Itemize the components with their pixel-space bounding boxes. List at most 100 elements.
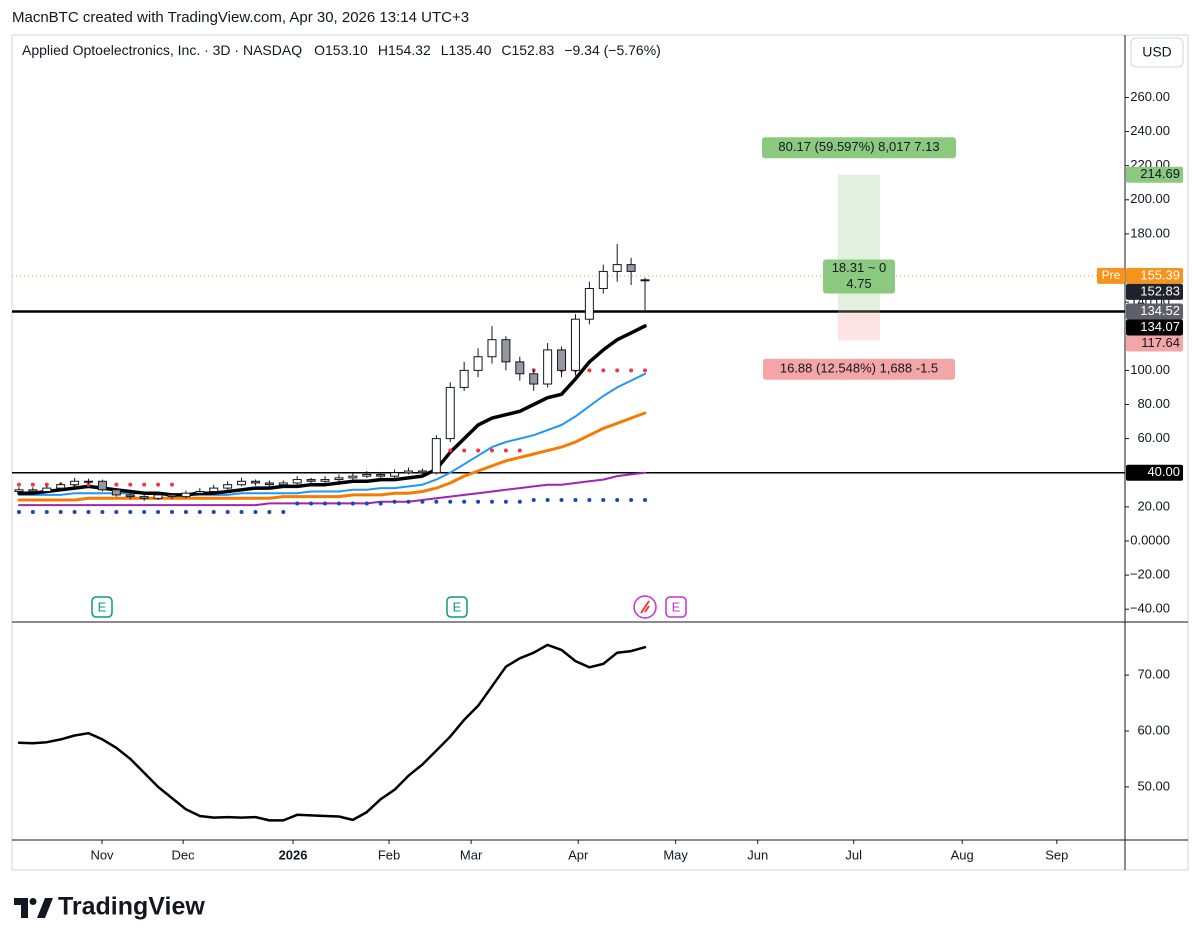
candle-body bbox=[598, 270, 608, 289]
candle-body bbox=[237, 480, 247, 486]
y-tick-label: 260.00 bbox=[1130, 89, 1170, 104]
price-label-bg bbox=[1126, 303, 1183, 320]
candle-body bbox=[640, 279, 650, 282]
attribution: MacnBTC created with TradingView.com, Ap… bbox=[12, 9, 469, 26]
y-tick-label: 60.00 bbox=[1137, 430, 1170, 445]
indicator-dot bbox=[448, 448, 453, 453]
candle-body bbox=[626, 264, 636, 272]
candle-body bbox=[56, 484, 66, 489]
x-tick-label: May bbox=[663, 847, 688, 862]
indicator-dot bbox=[448, 499, 453, 504]
currency-button[interactable] bbox=[1130, 37, 1184, 68]
indicator-dot bbox=[58, 509, 63, 514]
indicator-dot bbox=[350, 501, 355, 506]
currency[interactable]: USD bbox=[1142, 44, 1172, 60]
candle-body bbox=[431, 438, 441, 474]
candle-body bbox=[362, 473, 372, 477]
price-label: 155.39 bbox=[1140, 267, 1180, 282]
candle-body bbox=[584, 287, 594, 320]
indicator-dot bbox=[503, 499, 508, 504]
price-label: 214.69 bbox=[1140, 166, 1180, 181]
ohlc-value: O153.10 bbox=[314, 42, 368, 58]
x-tick-label: Sep bbox=[1045, 847, 1068, 862]
y-tick-label: 20.00 bbox=[1137, 498, 1170, 513]
event-label: E bbox=[98, 599, 107, 614]
x-tick-label: Nov bbox=[90, 847, 114, 862]
candle-body bbox=[390, 472, 400, 477]
candle-body bbox=[473, 356, 483, 371]
y-tick-label: 50.00 bbox=[1137, 778, 1170, 793]
indicator-pane bbox=[17, 643, 647, 822]
indicator-dot bbox=[156, 509, 161, 514]
x-tick-label: Feb bbox=[378, 847, 400, 862]
price-label-bg bbox=[1126, 335, 1183, 352]
candle-body bbox=[570, 318, 580, 371]
entry-label: 4.75 bbox=[846, 276, 871, 291]
candle-body bbox=[487, 339, 497, 358]
indicator-dot bbox=[503, 448, 508, 453]
indicator-dot bbox=[476, 499, 481, 504]
indicator-dot bbox=[44, 482, 49, 487]
candle-body bbox=[209, 487, 219, 492]
price-label-bg bbox=[1126, 319, 1183, 336]
entry-label: 18.31 ~ 0 bbox=[832, 260, 887, 275]
candle-body bbox=[70, 480, 80, 486]
x-tick-label: Jul bbox=[845, 847, 862, 862]
price-label: 117.64 bbox=[1141, 335, 1180, 350]
candle-body bbox=[42, 487, 52, 492]
indicator-dot bbox=[295, 501, 300, 506]
candle-body bbox=[223, 484, 233, 489]
candle-body bbox=[84, 480, 94, 483]
indicator-line bbox=[18, 372, 646, 496]
indicator-dot bbox=[100, 509, 105, 514]
indicator-dot bbox=[16, 509, 21, 514]
indicator-dot bbox=[615, 498, 620, 503]
candle-body bbox=[557, 349, 567, 371]
indicator-dot bbox=[183, 509, 188, 514]
candle-body bbox=[292, 479, 302, 484]
indicator-dot bbox=[72, 509, 77, 514]
indicator-dot bbox=[587, 498, 592, 503]
candle-body bbox=[14, 489, 24, 492]
y-tick-label: 0.0000 bbox=[1130, 532, 1170, 547]
event-icon bbox=[91, 596, 113, 618]
candle-body bbox=[28, 489, 38, 492]
loss-label: 16.88 (12.548%) 1,688 -1.5 bbox=[780, 361, 938, 376]
indicator-dot bbox=[253, 509, 258, 514]
candle-body bbox=[181, 492, 191, 498]
position-label-bg bbox=[763, 358, 955, 380]
candle-body bbox=[153, 494, 163, 499]
y-tick-label: −40.00 bbox=[1130, 601, 1170, 616]
indicator-dot bbox=[156, 482, 161, 487]
indicator-dot bbox=[114, 482, 119, 487]
x-tick-label: Aug bbox=[951, 847, 974, 862]
indicator-dot bbox=[517, 448, 522, 453]
indicator-dot bbox=[44, 509, 49, 514]
indicator-dot bbox=[323, 501, 328, 506]
y-tick-label: 180.00 bbox=[1130, 225, 1170, 240]
indicator-dot bbox=[392, 499, 397, 504]
y-tick-label: 60.00 bbox=[1137, 722, 1170, 737]
indicator-dot bbox=[16, 482, 21, 487]
candle-body bbox=[278, 482, 288, 486]
indicator-dot bbox=[643, 498, 648, 503]
indicator-dot bbox=[601, 368, 606, 373]
indicator-dot bbox=[573, 498, 578, 503]
candle-body bbox=[97, 480, 107, 491]
candle-body bbox=[445, 386, 455, 440]
loss-zone bbox=[838, 311, 880, 341]
candle-body bbox=[515, 361, 525, 375]
price-label-bg bbox=[1126, 464, 1183, 481]
candle-body bbox=[111, 489, 121, 496]
indicator-dot bbox=[169, 482, 174, 487]
indicator-dot bbox=[30, 482, 35, 487]
candle-body bbox=[376, 473, 386, 477]
price-label: 152.83 bbox=[1140, 283, 1180, 298]
indicator-dot bbox=[211, 509, 216, 514]
event-icon bbox=[665, 596, 687, 618]
indicator-dot bbox=[434, 499, 439, 504]
x-tick-label: 2026 bbox=[279, 847, 308, 862]
x-tick-label: Dec bbox=[172, 847, 196, 862]
ohlc-value: −9.34 (−5.76%) bbox=[564, 42, 661, 58]
